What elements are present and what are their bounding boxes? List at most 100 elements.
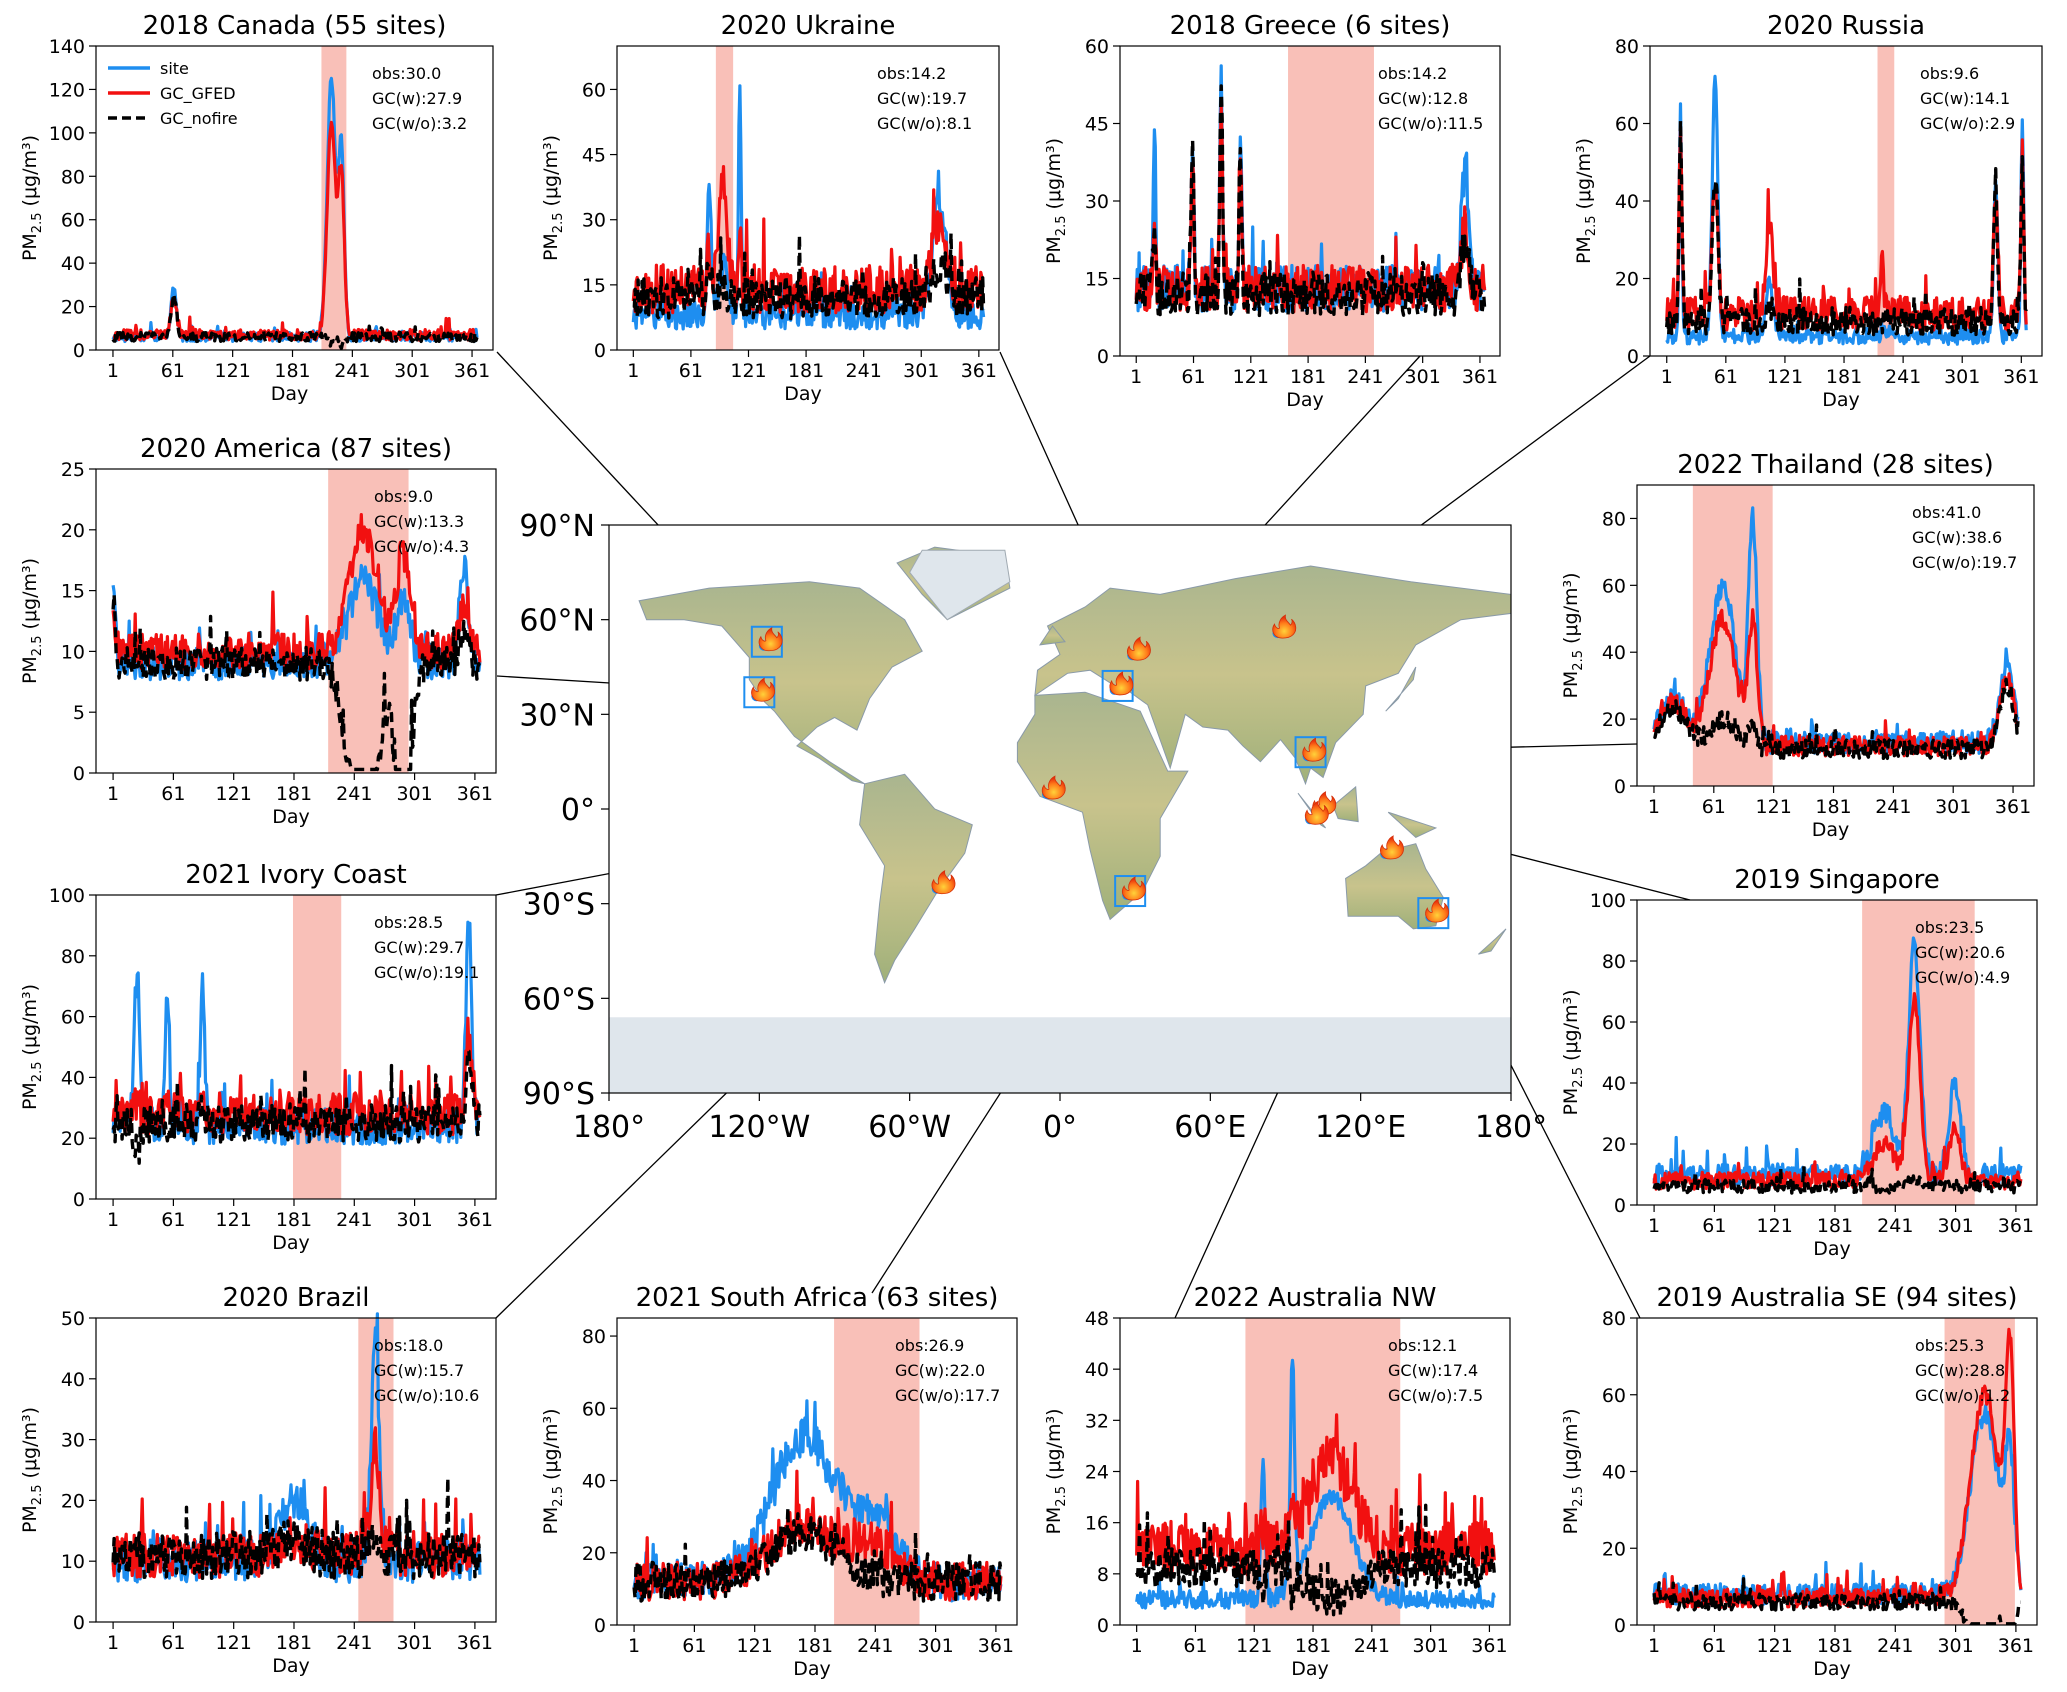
x-tick-label: 301 — [1937, 1215, 1973, 1237]
ylabel-pm: PM — [1043, 236, 1065, 264]
site-marker-australia-nw — [1380, 835, 1404, 860]
x-tick-label: 241 — [1877, 1635, 1913, 1657]
stat-annotation: obs:26.9 — [895, 1336, 964, 1355]
y-tick-label: 16 — [1085, 1513, 1109, 1535]
x-axis-label: Day — [272, 1232, 310, 1254]
ylabel-unit: (μg/m³) — [1043, 1408, 1065, 1486]
series-nofire-line — [1134, 84, 1487, 318]
y-tick-label: 60 — [1615, 114, 1639, 136]
y-axis-label: PM2.5 (μg/m³) — [1573, 138, 1599, 264]
x-tick-label: 121 — [1236, 1635, 1272, 1657]
landmass-11 — [1478, 928, 1507, 955]
x-tick-label: 1 — [1648, 1215, 1660, 1237]
series-gfed-line — [112, 120, 478, 342]
y-tick-label: 80 — [1602, 508, 1626, 530]
x-tick-label: 61 — [1702, 796, 1726, 818]
y-tick-label: 60 — [1085, 36, 1109, 58]
x-tick-label: 1 — [107, 1209, 119, 1231]
y-tick-label: 60 — [1602, 1385, 1626, 1407]
map-lat-label: 90°S — [523, 1077, 595, 1112]
ylabel-pm: PM — [1560, 1507, 1582, 1535]
x-axis-label: Day — [1291, 1658, 1329, 1680]
x-tick-label: 301 — [1944, 366, 1980, 388]
ylabel-sub: 2.5 — [551, 1486, 566, 1507]
ylabel-pm: PM — [19, 1082, 41, 1110]
x-tick-label: 361 — [978, 1635, 1014, 1657]
y-tick-label: 0 — [1614, 1615, 1626, 1637]
fire-icon — [1302, 737, 1327, 762]
x-tick-label: 1 — [628, 1635, 640, 1657]
y-axis-label: PM2.5 (μg/m³) — [1043, 138, 1069, 264]
y-tick-label: 80 — [1602, 1308, 1626, 1330]
y-tick-label: 40 — [582, 1471, 606, 1493]
ylabel-unit: (μg/m³) — [19, 135, 41, 213]
ylabel-sub: 2.5 — [30, 213, 45, 234]
map-lat-label: 30°S — [523, 888, 595, 923]
x-tick-label: 361 — [2003, 366, 2039, 388]
ylabel-pm: PM — [19, 656, 41, 684]
x-tick-label: 301 — [1935, 796, 1971, 818]
y-tick-label: 0 — [73, 1189, 85, 1211]
x-tick-label: 301 — [396, 1209, 432, 1231]
y-tick-label: 40 — [61, 1369, 85, 1391]
x-tick-label: 301 — [394, 360, 430, 382]
stat-annotation: GC(w):17.4 — [1388, 1361, 1478, 1380]
landmass-8 — [1387, 811, 1438, 838]
chart-title: 2021 Ivory Coast — [185, 860, 406, 890]
x-tick-label: 61 — [1181, 366, 1205, 388]
x-tick-label: 121 — [1756, 796, 1792, 818]
stat-annotation: obs:14.2 — [877, 64, 946, 83]
x-tick-label: 1 — [1131, 1635, 1143, 1657]
y-tick-label: 60 — [1602, 1012, 1626, 1034]
x-tick-label: 301 — [1937, 1635, 1973, 1657]
map-lon-label: 0° — [1043, 1110, 1077, 1145]
y-tick-label: 8 — [1097, 1564, 1109, 1586]
ylabel-pm: PM — [1573, 236, 1595, 264]
x-axis-label: Day — [271, 383, 309, 405]
fire-icon — [1109, 671, 1134, 696]
y-tick-label: 45 — [1085, 114, 1109, 136]
ylabel-sub: 2.5 — [1054, 1486, 1069, 1507]
y-tick-label: 30 — [1085, 191, 1109, 213]
y-axis-label: PM2.5 (μg/m³) — [1043, 1408, 1069, 1534]
map-lat-label: 90°N — [519, 509, 595, 544]
x-tick-label: 61 — [682, 1635, 706, 1657]
plot-frame — [95, 894, 497, 1200]
ylabel-sub: 2.5 — [1571, 650, 1586, 671]
x-tick-label: 1 — [1648, 796, 1660, 818]
x-tick-label: 361 — [457, 1632, 493, 1654]
series-gfed-line — [111, 513, 482, 672]
x-tick-label: 1 — [1661, 366, 1673, 388]
y-tick-label: 25 — [61, 459, 85, 481]
stat-annotation: GC(w):29.7 — [374, 938, 464, 957]
x-tick-label: 241 — [846, 360, 882, 382]
antarctica — [609, 1017, 1511, 1093]
landmass-2 — [859, 773, 973, 984]
plot-frame — [95, 45, 494, 351]
y-tick-label: 32 — [1085, 1410, 1109, 1432]
y-tick-label: 100 — [49, 885, 85, 907]
x-tick-label: 361 — [961, 360, 997, 382]
x-tick-label: 121 — [730, 360, 766, 382]
fire-icon — [1304, 800, 1329, 825]
plot-frame — [616, 45, 1000, 351]
site-marker-south-africa — [1114, 875, 1147, 908]
y-tick-label: 0 — [1614, 776, 1626, 798]
x-tick-label: 301 — [903, 360, 939, 382]
map-lon-label: 120°W — [708, 1110, 810, 1145]
x-tick-label: 181 — [276, 1209, 312, 1231]
x-tick-label: 1 — [627, 360, 639, 382]
y-tick-label: 50 — [61, 1308, 85, 1330]
y-tick-label: 20 — [1602, 1538, 1626, 1560]
stat-annotation: GC(w/o):17.7 — [895, 1386, 1000, 1405]
chart-title: 2019 Singapore — [1734, 865, 1940, 895]
y-axis-label: PM2.5 (μg/m³) — [19, 1407, 45, 1533]
ylabel-pm: PM — [19, 233, 41, 261]
x-tick-label: 241 — [1877, 1215, 1913, 1237]
ylabel-unit: (μg/m³) — [19, 984, 41, 1062]
stat-annotation: GC(w/o):4.9 — [1915, 968, 2010, 987]
chart-2020-ukraine: 0 15 30 45 60 1 61 121 181 241 301 361 Day PM2.5 (μg/… — [540, 11, 1000, 405]
x-tick-label: 181 — [276, 1632, 312, 1654]
